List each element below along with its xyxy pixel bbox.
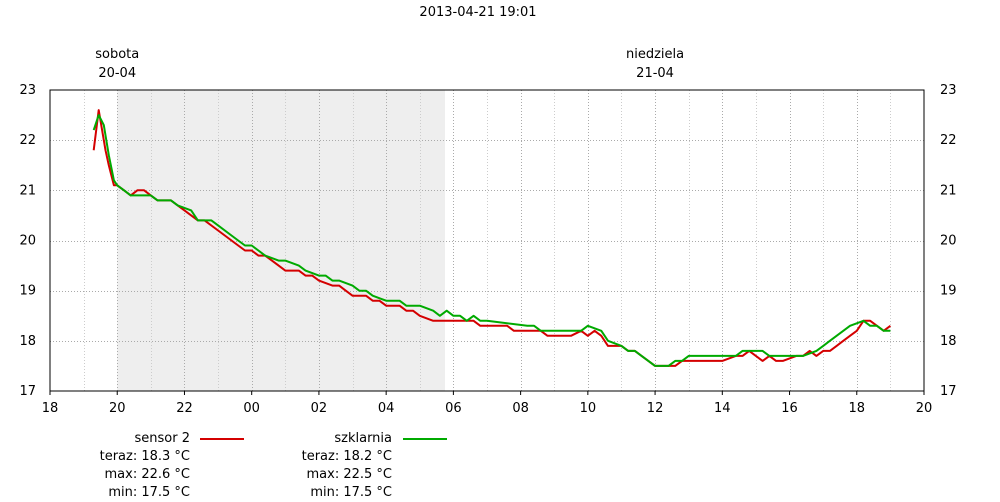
x-tick-label: 06 [445, 401, 462, 416]
legend-max-value: max: 22.5 °C [306, 467, 393, 482]
y-tick-label-left: 23 [19, 83, 36, 98]
x-tick-label: 18 [848, 401, 865, 416]
legend-swatch-sensor-2 [200, 438, 244, 440]
y-tick-label-left: 21 [19, 183, 36, 198]
y-tick-label-right: 17 [940, 384, 957, 399]
legend-min-value: min: 17.5 °C [108, 485, 190, 500]
legend-min-value: min: 17.5 °C [310, 485, 392, 500]
legend-current-value: teraz: 18.2 °C [301, 449, 392, 464]
y-tick-label-left: 20 [19, 234, 36, 249]
night-shade-band [117, 90, 445, 391]
y-tick-label-left: 18 [19, 334, 36, 349]
series-lines [92, 109, 891, 367]
day-labels: sobota 20-04 niedziela 21-04 [95, 47, 684, 81]
y-tick-label-right: 19 [940, 284, 957, 299]
x-tick-label: 20 [916, 401, 933, 416]
y-tick-label-right: 20 [940, 234, 957, 249]
day-date-label: 21-04 [636, 66, 674, 81]
plot-frame [49, 89, 925, 392]
y-tick-label-right: 18 [940, 334, 957, 349]
y-tick-label-left: 22 [19, 133, 36, 148]
x-tick-label: 20 [109, 401, 126, 416]
y-tick-label-right: 23 [940, 83, 957, 98]
x-tick-label: 08 [512, 401, 529, 416]
night-shading [117, 90, 445, 391]
day-date-label: 20-04 [98, 66, 136, 81]
y-tick-label-left: 19 [19, 284, 36, 299]
legend-current-value: teraz: 18.3 °C [99, 449, 190, 464]
x-tick-label: 22 [176, 401, 193, 416]
legend-max-value: max: 22.6 °C [104, 467, 191, 482]
series-line-szklarnia [92, 114, 891, 367]
axis-ticks: 18 20 22 00 02 04 06 08 10 12 14 16 18 20 17 17 18 18 19 19… [19, 83, 956, 416]
legend-swatch-szklarnia [403, 438, 447, 440]
legend-series-name: sensor 2 [134, 431, 191, 446]
x-tick-label: 10 [580, 401, 597, 416]
legend-sensor-2: sensor 2 teraz: 18.3 °C max: 22.6 °C min… [60, 430, 190, 502]
series-line-sensor-2 [92, 109, 891, 367]
grid-lines [50, 90, 924, 391]
x-tick-label: 14 [714, 401, 731, 416]
y-tick-label-right: 21 [940, 183, 957, 198]
x-tick-label: 12 [647, 401, 664, 416]
x-tick-label: 16 [781, 401, 798, 416]
day-name-label: niedziela [626, 47, 684, 62]
y-tick-label-right: 22 [940, 133, 957, 148]
x-tick-label: 18 [42, 401, 59, 416]
legend-series-name: szklarnia [334, 431, 392, 446]
x-tick-label: 04 [378, 401, 395, 416]
chart-timestamp: 2013-04-21 19:01 [419, 5, 536, 20]
x-tick-label: 02 [311, 401, 328, 416]
day-name-label: sobota [95, 47, 139, 62]
x-tick-label: 00 [243, 401, 260, 416]
legend-szklarnia: szklarnia teraz: 18.2 °C max: 22.5 °C mi… [262, 430, 392, 502]
y-tick-label-left: 17 [19, 384, 36, 399]
